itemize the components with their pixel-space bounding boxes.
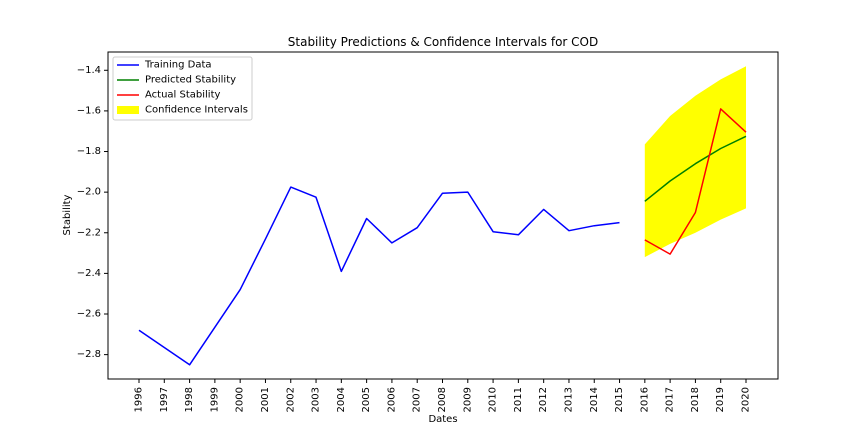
x-tick-label: 1997	[159, 387, 170, 412]
x-axis: 1996 1997 1998 1999 2000 2001 2002 2003 2004 2005…	[134, 379, 752, 412]
x-tick-label: 2005	[361, 387, 372, 412]
x-tick-label: 2016	[639, 387, 650, 412]
series-line-actual-stability	[644, 108, 747, 255]
legend-label: Actual Stability	[145, 90, 221, 101]
x-tick-label: 2008	[437, 387, 448, 412]
confidence-interval-band	[644, 66, 746, 258]
x-tick-label: 1998	[184, 387, 195, 412]
y-tick-label: −2.6	[77, 309, 101, 320]
y-tick-label: −1.8	[77, 146, 101, 157]
y-tick-label: −2.8	[77, 349, 101, 360]
x-tick-label: 2014	[589, 387, 600, 412]
x-tick-label: 2011	[513, 387, 524, 412]
x-tick-label: 2012	[538, 387, 549, 412]
x-tick-label: 2017	[665, 387, 676, 412]
legend-label: Confidence Intervals	[145, 105, 248, 116]
x-tick-label: 2006	[386, 387, 397, 412]
chart-title: Stability Predictions & Confidence Inter…	[288, 35, 598, 49]
x-tick-label: 2015	[614, 387, 625, 412]
legend-label: Training Data	[144, 60, 212, 71]
x-tick-label: 2003	[311, 387, 322, 412]
legend: Training Data Predicted Stability Actual S…	[112, 56, 253, 121]
x-tick-label: 2020	[741, 387, 752, 412]
x-tick-label: 2000	[235, 387, 246, 412]
y-tick-label: −1.6	[77, 105, 101, 116]
y-axis: −2.8 −2.6 −2.4 −2.2 −2.0 −1.8 −1.6 −1.4	[77, 65, 108, 360]
y-tick-label: −1.4	[77, 65, 101, 76]
x-tick-label: 2009	[462, 387, 473, 412]
x-tick-label: 2007	[412, 387, 423, 412]
x-tick-label: 1999	[209, 387, 220, 412]
series-line-predicted-stability	[644, 135, 747, 202]
legend-swatch	[117, 106, 139, 114]
x-axis-label: Dates	[428, 414, 457, 425]
y-tick-label: −2.0	[77, 187, 101, 198]
legend-box	[112, 56, 253, 121]
x-tick-label: 2018	[690, 387, 701, 412]
x-tick-label: 1996	[134, 387, 145, 412]
legend-label: Predicted Stability	[145, 75, 236, 86]
x-tick-label: 2019	[715, 387, 726, 412]
series-line-training-data	[138, 186, 620, 366]
x-tick-label: 2001	[260, 387, 271, 412]
x-tick-label: 2010	[488, 387, 499, 412]
y-tick-label: −2.2	[77, 227, 101, 238]
x-tick-label: 2013	[564, 387, 575, 412]
x-tick-label: 2004	[336, 387, 347, 412]
y-axis-label: Stability	[62, 194, 73, 235]
y-tick-label: −2.4	[77, 268, 101, 279]
x-tick-label: 2002	[285, 387, 296, 412]
plot-area	[138, 66, 747, 366]
